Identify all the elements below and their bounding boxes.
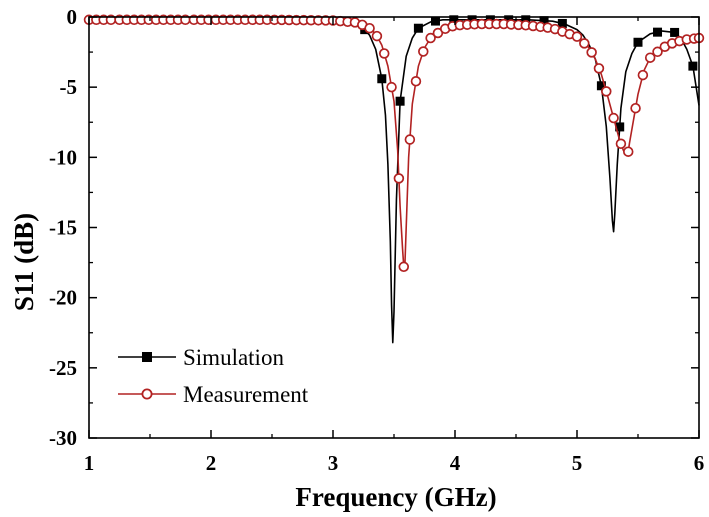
marker-measurement-72 [608,112,619,124]
marker-simulation-16 [670,27,680,37]
marker-measurement-75 [630,102,641,114]
y-axis-title: S11 (dB) [9,213,39,311]
x-tick-label-4: 5 [572,451,583,475]
marker-simulation-1 [377,74,387,84]
marker-measurement-76 [637,69,649,81]
marker-simulation-4 [430,16,440,26]
marker-measurement-43 [398,261,410,273]
marker-simulation-17 [688,61,698,71]
marker-measurement-68 [579,38,590,49]
x-tick-label-2: 3 [328,451,339,475]
marker-measurement-38 [364,22,375,34]
series-line-simulation [89,19,700,344]
x-axis-title: Frequency (GHz) [295,482,496,512]
marker-measurement-42 [393,173,405,184]
y-tick-label-2: -10 [49,145,77,169]
marker-measurement-73 [615,138,627,150]
legend-measurement-marker [141,388,153,400]
marker-simulation-11 [557,18,567,28]
marker-measurement-69 [586,47,597,58]
marker-measurement-77 [644,52,656,63]
x-tick-label-3: 4 [450,451,461,475]
y-tick-label-5: -25 [49,356,77,380]
marker-measurement-71 [601,86,612,97]
x-tick-label-0: 1 [84,451,95,475]
marker-simulation-13 [615,122,625,132]
marker-measurement-70 [593,63,605,74]
marker-measurement-47 [425,32,436,44]
y-tick-label-0: 0 [67,5,78,29]
legend-measurement-label: Measurement [183,382,309,407]
marker-simulation-9 [521,15,531,25]
marker-simulation-3 [413,23,423,33]
legend-simulation-marker [142,352,152,362]
y-tick-label-3: -15 [49,216,77,240]
marker-measurement-40 [378,48,390,59]
marker-measurement-39 [371,30,383,42]
marker-measurement-44 [404,134,416,145]
marker-simulation-10 [539,16,549,26]
x-tick-label-1: 2 [206,451,217,475]
plot-area: 1 2 3 4 5 6 0 -5 -10 -15 -20 -25 -30 [49,5,704,475]
plot-frame [88,16,700,439]
marker-simulation-5 [449,15,459,25]
y-tick-label-6: -30 [49,426,77,450]
legend-simulation-label: Simulation [183,345,284,370]
marker-measurement-74 [622,146,634,157]
marker-simulation-2 [395,96,405,106]
marker-measurement-78 [652,46,663,58]
legend: Simulation Measurement [118,345,309,407]
marker-measurement-45 [410,76,422,87]
marker-measurement-67 [571,31,583,42]
marker-simulation-14 [633,37,643,47]
y-tick-label-4: -20 [49,286,77,310]
marker-measurement-41 [386,81,397,93]
marker-simulation-15 [653,27,663,37]
marker-simulation-12 [596,81,606,91]
y-tick-label-1: -5 [60,75,78,99]
x-tick-label-5: 6 [694,451,705,475]
marker-measurement-46 [418,46,429,57]
